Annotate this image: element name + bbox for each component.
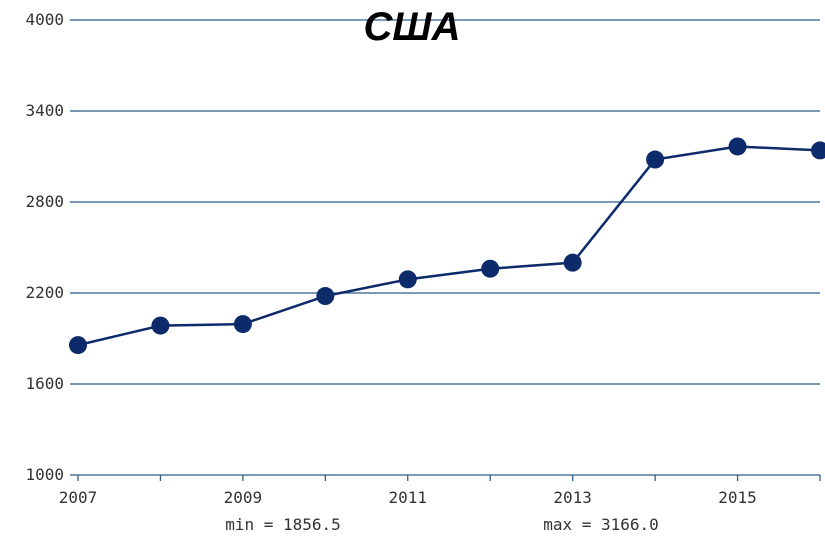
x-tick-label: 2013 [553,488,592,507]
max-label: max = 3166.0 [543,515,659,534]
series [69,137,825,355]
y-tick-label: 4000 [25,10,64,29]
y-tick-label: 2800 [25,192,64,211]
gridlines [78,19,820,476]
data-point [481,259,500,278]
min-label: min = 1856.5 [225,515,341,534]
y-tick-labels: 1000 1600 2200 2800 3400 4000 [25,10,64,484]
y-tick-label: 1600 [25,374,64,393]
data-point [811,141,825,160]
x-tick-label: 2009 [224,488,263,507]
data-point [151,316,170,335]
data-point [233,315,252,334]
y-tick-label: 1000 [25,465,64,484]
data-point [646,150,665,169]
data-point [398,270,417,289]
series-line [77,145,821,347]
data-point [316,287,335,306]
x-tick-label: 2015 [718,488,757,507]
chart-title: США [364,5,461,49]
axes [70,19,821,481]
x-tick-labels: 2007 2009 2011 2013 2015 [59,488,757,507]
data-point [728,137,747,156]
x-tick-label: 2011 [389,488,428,507]
y-tick-label: 2200 [25,283,64,302]
data-point [69,336,87,355]
x-tick-label: 2007 [59,488,98,507]
data-point [563,253,582,272]
y-tick-label: 3400 [25,101,64,120]
